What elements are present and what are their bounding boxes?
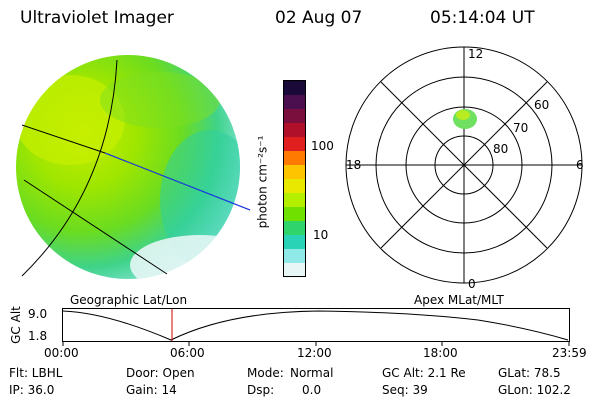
colorbar-cell [284, 235, 305, 250]
colorbar-tick-100: 100 [311, 139, 334, 153]
colorbar-cell [284, 165, 305, 180]
colorbar-cell [284, 179, 305, 194]
terminator-line [104, 152, 251, 211]
header-time: 05:14:04 UT [430, 8, 535, 28]
colorbar-cell [284, 151, 305, 166]
time-tick-2359: 23:59 [552, 346, 587, 360]
info-mode-label: Mode: [247, 366, 284, 380]
lat-label-80: 80 [493, 142, 508, 156]
info-seq: Seq: 39 [382, 383, 428, 397]
colorbar-cell [284, 207, 305, 222]
altitude-timeline [62, 308, 570, 346]
time-tick-0600: 06:00 [170, 346, 205, 360]
info-filter: Flt: LBHL [9, 366, 63, 380]
info-mode-value: Normal [290, 366, 334, 380]
colorbar-cell [284, 249, 305, 264]
colorbar-cell [284, 95, 305, 110]
uv-earth-image [16, 55, 251, 279]
info-dsp-label: Dsp: [247, 383, 275, 397]
info-glon: GLon: 102.2 [498, 383, 571, 397]
app-title: Ultraviolet Imager [20, 8, 174, 28]
time-tick-0000: 00:00 [44, 346, 79, 360]
aurora-spot-core [456, 110, 470, 120]
colorbar-tick-10: 10 [313, 228, 329, 242]
mlt-label-18: 18 [346, 158, 361, 172]
colorbar-cell [284, 263, 305, 278]
info-dsp-value: 0.0 [302, 383, 322, 397]
colorbar-cell [284, 81, 305, 96]
time-tick-1200: 12:00 [297, 346, 332, 360]
header-date: 02 Aug 07 [275, 8, 363, 28]
colorbar-unit-label: photon cm⁻²s⁻¹ [255, 135, 270, 229]
timeline-y-tick-max: 9.0 [28, 307, 48, 321]
time-tick-1800: 18:00 [423, 346, 458, 360]
latitude-line-2 [23, 179, 168, 275]
info-ip: IP: 36.0 [9, 383, 55, 397]
mlt-label-0: 0 [468, 277, 476, 290]
info-gain: Gain: 14 [126, 383, 177, 397]
colorbar-cell [284, 193, 305, 208]
timeline-y-tick-min: 1.8 [28, 329, 48, 343]
mlt-label-6: 6 [576, 158, 584, 172]
colorbar-cell [284, 137, 305, 152]
longitude-line [21, 59, 118, 277]
colorbar-cell [284, 123, 305, 138]
info-glat: GLat: 78.5 [498, 366, 561, 380]
mlt-label-12: 12 [468, 47, 483, 61]
timeline-y-label: GC Alt [8, 306, 23, 344]
lat-label-70: 70 [513, 121, 528, 135]
timeline-right-title: Apex MLat/MLT [414, 293, 504, 307]
colorbar-cell [284, 109, 305, 124]
polar-plot: 12 18 6 0 60 70 80 [345, 46, 584, 290]
lat-label-60: 60 [534, 98, 549, 112]
colorbar-cell [284, 221, 305, 236]
colorbar [283, 80, 306, 278]
info-gc-alt: GC Alt: 2.1 Re [382, 366, 466, 380]
timeline-left-title: Geographic Lat/Lon [70, 293, 188, 307]
altitude-curve [62, 310, 569, 341]
info-door: Door: Open [126, 366, 195, 380]
